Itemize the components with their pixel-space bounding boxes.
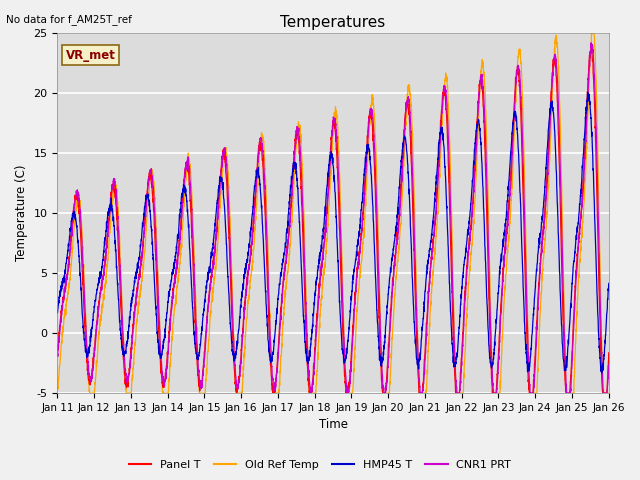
Legend: Panel T, Old Ref Temp, HMP45 T, CNR1 PRT: Panel T, Old Ref Temp, HMP45 T, CNR1 PRT — [124, 456, 516, 474]
CNR1 PRT — [605, 362, 612, 368]
HMP45 T — [595, 316, 602, 322]
HMP45 T — [584, 89, 591, 95]
Text: VR_met: VR_met — [66, 49, 116, 62]
Line: Panel T: Panel T — [58, 49, 609, 393]
HMP45 T — [605, 280, 612, 286]
Old Ref Temp — [289, 194, 297, 200]
Old Ref Temp — [86, 390, 93, 396]
CNR1 PRT — [149, 183, 157, 189]
CNR1 PRT — [116, 267, 124, 273]
HMP45 T — [534, 243, 542, 249]
Old Ref Temp — [265, 288, 273, 294]
Panel T — [595, 250, 602, 255]
Old Ref Temp — [54, 384, 61, 389]
CNR1 PRT — [588, 40, 595, 46]
Panel T — [54, 345, 61, 351]
CNR1 PRT — [307, 390, 314, 396]
HMP45 T — [265, 349, 273, 355]
Line: Old Ref Temp: Old Ref Temp — [58, 33, 609, 393]
Panel T — [289, 166, 297, 172]
Panel T — [149, 199, 157, 205]
Title: Temperatures: Temperatures — [280, 15, 386, 30]
CNR1 PRT — [265, 295, 273, 301]
HMP45 T — [116, 328, 124, 334]
Y-axis label: Temperature (C): Temperature (C) — [15, 165, 28, 261]
Old Ref Temp — [605, 390, 612, 396]
Panel T — [116, 293, 124, 299]
Line: HMP45 T: HMP45 T — [58, 92, 609, 373]
Panel T — [605, 350, 612, 356]
Old Ref Temp — [535, 347, 543, 352]
Old Ref Temp — [116, 257, 124, 263]
Text: No data for f_AM25T_ref: No data for f_AM25T_ref — [6, 14, 132, 25]
Panel T — [535, 280, 543, 286]
CNR1 PRT — [289, 181, 296, 187]
Panel T — [269, 390, 276, 396]
CNR1 PRT — [535, 292, 543, 298]
CNR1 PRT — [54, 353, 61, 359]
HMP45 T — [289, 166, 296, 171]
X-axis label: Time: Time — [319, 419, 348, 432]
Panel T — [265, 319, 273, 324]
HMP45 T — [149, 252, 157, 257]
Panel T — [588, 47, 595, 52]
Old Ref Temp — [149, 172, 157, 178]
Line: CNR1 PRT: CNR1 PRT — [58, 43, 609, 393]
HMP45 T — [598, 370, 605, 376]
Old Ref Temp — [588, 30, 595, 36]
HMP45 T — [54, 310, 61, 316]
Old Ref Temp — [595, 178, 602, 183]
CNR1 PRT — [595, 215, 602, 221]
